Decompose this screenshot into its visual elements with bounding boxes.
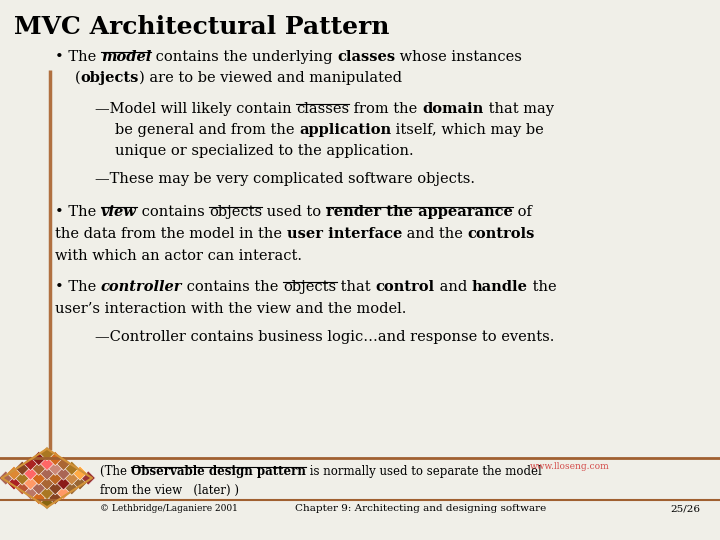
Polygon shape <box>56 485 71 500</box>
Polygon shape <box>40 495 54 510</box>
Text: controls: controls <box>467 227 535 241</box>
Text: contains the underlying: contains the underlying <box>151 50 337 64</box>
Text: that may: that may <box>484 102 554 116</box>
Polygon shape <box>48 481 63 495</box>
Text: view: view <box>101 205 137 219</box>
Text: from the: from the <box>349 102 422 116</box>
Polygon shape <box>40 456 54 470</box>
Text: (The: (The <box>100 465 131 478</box>
Polygon shape <box>7 466 21 480</box>
Text: and: and <box>435 280 472 294</box>
Polygon shape <box>73 466 87 480</box>
Text: application: application <box>299 123 391 137</box>
Polygon shape <box>40 485 54 500</box>
Polygon shape <box>15 461 30 475</box>
Polygon shape <box>65 461 79 475</box>
Polygon shape <box>32 451 46 465</box>
Text: from the view   (later) ): from the view (later) ) <box>100 484 239 497</box>
Polygon shape <box>48 461 63 475</box>
Polygon shape <box>32 481 46 495</box>
Text: • The: • The <box>55 50 101 64</box>
Polygon shape <box>65 471 79 485</box>
Text: with which an actor can interact.: with which an actor can interact. <box>55 249 302 263</box>
Text: ) are to be viewed and manipulated: ) are to be viewed and manipulated <box>139 71 402 85</box>
Polygon shape <box>48 490 63 504</box>
Text: • The: • The <box>55 280 101 294</box>
Text: Observable design pattern: Observable design pattern <box>131 465 305 478</box>
Text: Chapter 9: Architecting and designing software: Chapter 9: Architecting and designing so… <box>295 504 546 513</box>
Polygon shape <box>40 447 54 461</box>
Text: control: control <box>376 280 435 294</box>
Text: objects: objects <box>81 71 139 85</box>
Polygon shape <box>23 456 37 470</box>
Text: —Model will likely contain: —Model will likely contain <box>95 102 296 116</box>
Text: of: of <box>513 205 532 219</box>
Text: be general and from the: be general and from the <box>115 123 299 137</box>
Text: the: the <box>528 280 557 294</box>
Polygon shape <box>56 456 71 470</box>
Polygon shape <box>15 481 30 495</box>
Polygon shape <box>23 476 37 490</box>
Text: controller: controller <box>101 280 182 294</box>
Text: whose instances: whose instances <box>395 50 522 64</box>
Polygon shape <box>81 471 95 485</box>
Text: used to: used to <box>262 205 326 219</box>
Text: classes: classes <box>296 102 349 116</box>
Text: and the: and the <box>402 227 467 241</box>
Text: —Controller contains business logic…and response to events.: —Controller contains business logic…and … <box>95 330 554 344</box>
Polygon shape <box>65 481 79 495</box>
Text: 25/26: 25/26 <box>670 504 700 513</box>
Text: domain: domain <box>422 102 484 116</box>
Polygon shape <box>7 476 21 490</box>
Text: classes: classes <box>337 50 395 64</box>
Polygon shape <box>0 471 13 485</box>
Polygon shape <box>23 466 37 480</box>
Text: • The: • The <box>55 205 101 219</box>
Polygon shape <box>40 476 54 490</box>
Polygon shape <box>48 471 63 485</box>
Text: contains the: contains the <box>182 280 284 294</box>
Text: itself, which may be: itself, which may be <box>391 123 544 137</box>
Polygon shape <box>15 471 30 485</box>
Text: the data from the model in the: the data from the model in the <box>55 227 287 241</box>
Polygon shape <box>73 476 87 490</box>
Text: handle: handle <box>472 280 528 294</box>
Text: www.lloseng.com: www.lloseng.com <box>530 462 610 471</box>
Polygon shape <box>48 451 63 465</box>
Text: MVC Architectural Pattern: MVC Architectural Pattern <box>14 15 390 39</box>
Text: that: that <box>336 280 376 294</box>
Polygon shape <box>56 476 71 490</box>
Text: —These may be very complicated software objects.: —These may be very complicated software … <box>95 172 475 186</box>
Polygon shape <box>23 485 37 500</box>
Polygon shape <box>32 471 46 485</box>
Text: render the appearance: render the appearance <box>326 205 513 219</box>
Text: © Lethbridge/Laganiere 2001: © Lethbridge/Laganiere 2001 <box>100 504 238 513</box>
Polygon shape <box>32 461 46 475</box>
Text: objects: objects <box>284 280 336 294</box>
Text: user interface: user interface <box>287 227 402 241</box>
Text: user’s interaction with the view and the model.: user’s interaction with the view and the… <box>55 302 406 316</box>
Polygon shape <box>32 490 46 504</box>
Polygon shape <box>56 466 71 480</box>
Text: objects: objects <box>209 205 262 219</box>
Text: contains: contains <box>137 205 209 219</box>
Text: unique or specialized to the application.: unique or specialized to the application… <box>115 144 413 158</box>
Polygon shape <box>40 466 54 480</box>
Text: is normally used to separate the model: is normally used to separate the model <box>305 465 541 478</box>
Text: (: ( <box>75 71 81 85</box>
Text: model: model <box>101 50 151 64</box>
